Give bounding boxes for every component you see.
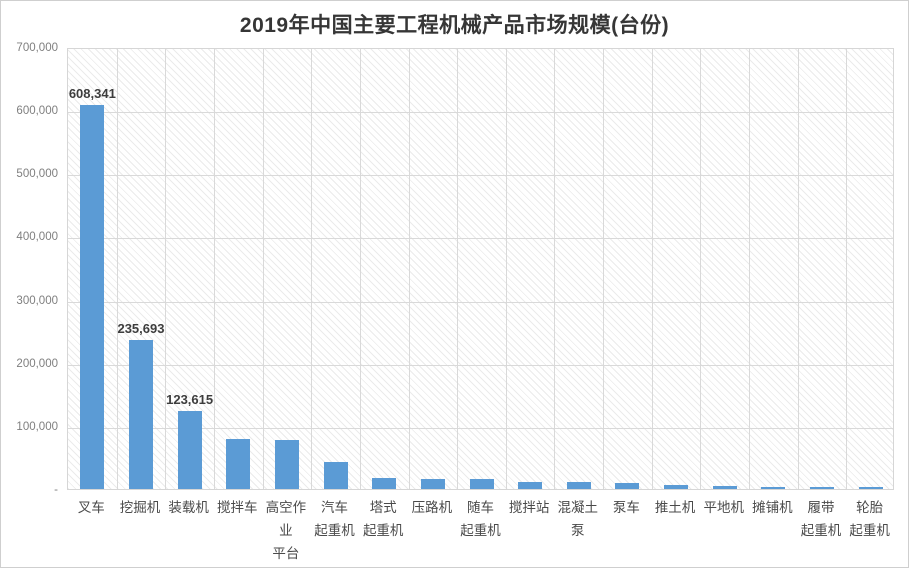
x-category-label: 叉车	[77, 500, 105, 515]
gridline-vertical	[603, 49, 605, 489]
x-category-label: 履带 起重机	[800, 500, 842, 538]
x-category-label: 平地机	[703, 500, 744, 515]
y-tick-label: 100,000	[16, 420, 58, 433]
x-axis-labels: 叉车 挖掘机 装载机 搅拌车 高空作业 平台 汽车 起重机 塔式 起重机 压路机 随车 起重机搅…	[67, 496, 894, 561]
x-category-label: 挖掘机	[119, 500, 161, 515]
bar	[323, 461, 348, 489]
y-tick-label: 500,000	[16, 168, 58, 181]
bar	[810, 486, 835, 489]
gridline-vertical	[651, 49, 653, 489]
bar	[274, 440, 299, 489]
x-category-label: 泵车	[612, 500, 640, 515]
bar	[420, 478, 445, 489]
bar-value-label: 123,615	[166, 391, 214, 407]
gridline-vertical	[797, 49, 799, 489]
bar	[761, 486, 786, 489]
gridline-horizontal	[68, 364, 893, 366]
gridline-vertical	[311, 49, 313, 489]
y-tick-label: -	[54, 484, 58, 496]
x-category-label: 压路机	[411, 500, 453, 515]
y-tick-label: 700,000	[16, 42, 58, 54]
gridline-vertical	[213, 49, 215, 489]
bar	[518, 481, 543, 489]
gridline-vertical	[505, 49, 507, 489]
x-category-label: 随车 起重机	[460, 500, 501, 538]
gridline-vertical	[700, 49, 702, 489]
bar	[469, 478, 494, 489]
y-tick-label: 600,000	[16, 105, 58, 118]
bar	[80, 104, 105, 489]
x-category-label: 汽车 起重机	[314, 500, 355, 538]
gridline-horizontal	[68, 238, 893, 240]
x-category-label: 塔式 起重机	[362, 500, 404, 538]
gridline-horizontal	[68, 112, 893, 114]
gridline-vertical	[359, 49, 361, 489]
plot-area: 608,341 235,693 123,615	[67, 48, 894, 490]
x-category-label: 推土机	[654, 500, 696, 515]
x-category-label: 搅拌站	[508, 500, 550, 515]
y-axis-labels: - 100,000 200,000 300,000 400,000 500,000 600,…	[1, 1, 58, 567]
gridline-horizontal	[68, 427, 893, 429]
gridline-vertical	[165, 49, 167, 489]
bar	[566, 482, 591, 489]
bar-value-label: 608,341	[68, 85, 116, 101]
bar	[858, 487, 883, 489]
x-category-label: 混凝土泵	[557, 500, 599, 538]
chart-title: 2019年中国主要工程机械产品市场规模(台份)	[239, 14, 670, 37]
gridline-vertical	[457, 49, 459, 489]
x-category-label: 搅拌车	[217, 500, 258, 515]
y-tick-label: 300,000	[16, 294, 58, 307]
gridline-vertical	[116, 49, 118, 489]
gridline-vertical	[749, 49, 751, 489]
bar	[664, 484, 689, 489]
gridline-horizontal	[68, 301, 893, 303]
x-category-label: 轮胎 起重机	[849, 500, 890, 538]
y-tick-label: 400,000	[16, 231, 58, 244]
bar-value-label: 235,693	[117, 321, 165, 337]
x-category-label: 高空作业 平台	[265, 500, 307, 561]
bar	[615, 483, 640, 489]
bar	[372, 477, 397, 489]
bar	[128, 340, 153, 489]
gridline-vertical	[262, 49, 264, 489]
bar	[177, 410, 202, 489]
x-category-label: 摊铺机	[752, 500, 793, 515]
gridline-vertical	[846, 49, 848, 489]
y-tick-label: 200,000	[16, 357, 58, 370]
gridline-vertical	[408, 49, 410, 489]
bar	[226, 438, 251, 489]
gridline-vertical	[554, 49, 556, 489]
gridline-horizontal	[68, 175, 893, 177]
x-category-label: 装载机	[168, 500, 209, 515]
bar	[712, 485, 737, 489]
